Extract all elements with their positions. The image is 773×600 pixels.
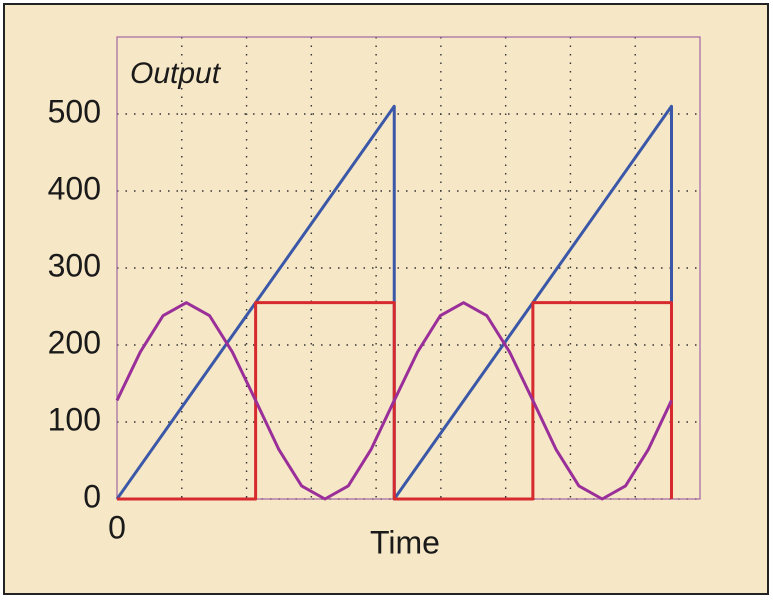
series-line	[115, 301, 673, 501]
y-tick-label: 400	[48, 170, 101, 206]
chart-title: Output	[130, 57, 222, 90]
y-tick-label: 500	[48, 93, 101, 129]
series-line	[117, 301, 673, 501]
y-tick-label: 0	[83, 478, 101, 514]
chart-background	[3, 3, 769, 595]
x-tick-label: 0	[108, 509, 126, 545]
y-tick-label: 100	[48, 401, 101, 437]
y-tick-label: 200	[48, 324, 101, 360]
x-axis-label: Time	[370, 524, 440, 560]
y-tick-label: 300	[48, 247, 101, 283]
